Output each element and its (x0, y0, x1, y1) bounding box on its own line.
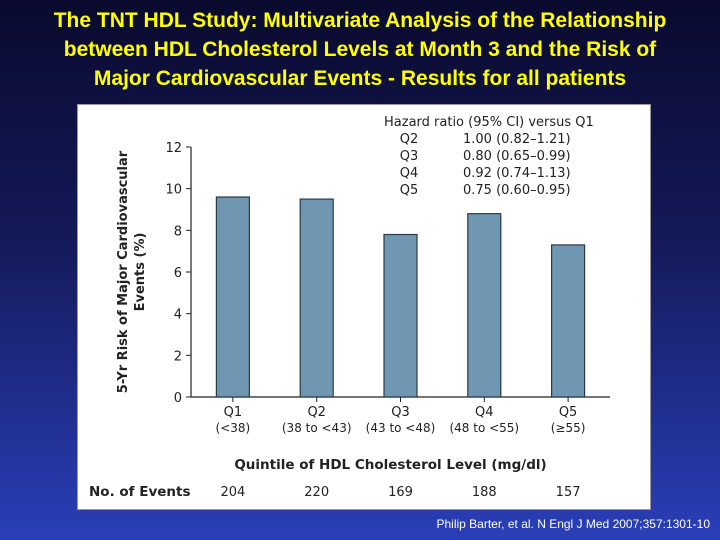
x-axis-title: Quintile of HDL Cholesterol Level (mg/dl… (234, 457, 546, 473)
x-tick-label: Q2 (307, 405, 326, 420)
y-axis-title-line-1: 5-Yr Risk of Major Cardiovascular (116, 150, 131, 393)
y-tick-label: 0 (174, 391, 182, 406)
hazard-ratio-value: 0.75 (0.60–0.95) (463, 183, 571, 198)
slide-title-line-2: between HDL Cholesterol Levels at Month … (63, 38, 657, 61)
y-tick-label: 12 (165, 141, 182, 156)
y-tick-label: 2 (174, 349, 182, 364)
bar (299, 198, 334, 398)
y-tick-label: 8 (174, 224, 182, 239)
events-row-label: No. of Events (89, 484, 191, 500)
hazard-ratio-quintile: Q2 (400, 132, 419, 147)
x-tick-label: Q1 (224, 405, 243, 420)
hazard-ratio-value: 1.00 (0.82–1.21) (463, 132, 571, 147)
x-tick-label: Q5 (559, 405, 578, 420)
slide-title: The TNT HDL Study: Multivariate Analysis… (0, 6, 720, 93)
hazard-ratio-quintile: Q5 (400, 183, 419, 198)
bar (215, 196, 250, 398)
hazard-ratio-value: 0.80 (0.65–0.99) (463, 149, 571, 164)
bar (467, 213, 502, 398)
hazard-ratio-quintile: Q3 (400, 149, 419, 164)
event-count: 169 (388, 485, 413, 500)
y-tick-label: 4 (174, 308, 182, 323)
x-range-label: (<38) (216, 421, 251, 435)
chart-panel: 0 2 4 6 8 10 12 Q1 (<38) 204 Q2 (38 to <43) 220 Q3 (43… (77, 104, 651, 510)
event-count: 204 (220, 485, 245, 500)
hazard-ratio-header: Hazard ratio (95% CI) versus Q1 (384, 115, 594, 130)
event-count: 220 (304, 485, 329, 500)
slide-title-line-3: Major Cardiovascular Events - Results fo… (93, 67, 627, 90)
event-count: 188 (472, 485, 497, 500)
x-tick-label: Q3 (391, 405, 410, 420)
x-range-label: (≥55) (551, 421, 586, 435)
hazard-ratio-value: 0.92 (0.74–1.13) (463, 166, 571, 181)
y-tick-label: 6 (174, 266, 182, 281)
y-axis-title-line-2: Events (%) (133, 233, 148, 312)
x-range-label: (48 to <55) (449, 421, 519, 435)
bar (383, 233, 418, 398)
slide-title-line-1: The TNT HDL Study: Multivariate Analysis… (53, 9, 667, 32)
y-tick-label: 10 (165, 183, 182, 198)
citation: Philip Barter, et al. N Engl J Med 2007;… (436, 517, 710, 531)
hazard-ratio-quintile: Q4 (400, 166, 419, 181)
x-range-label: (38 to <43) (282, 421, 352, 435)
event-count: 157 (556, 485, 581, 500)
bar (551, 244, 586, 398)
x-range-label: (43 to <48) (366, 421, 436, 435)
x-tick-label: Q4 (475, 405, 494, 420)
